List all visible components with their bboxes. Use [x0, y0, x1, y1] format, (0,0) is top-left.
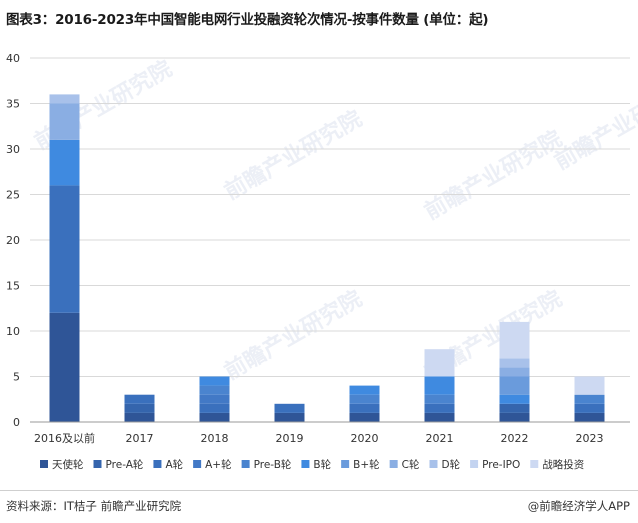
legend-swatch — [341, 460, 350, 468]
source-note: 资料来源：IT桔子 前瞻产业研究院 — [6, 499, 182, 513]
bar-segment — [424, 403, 455, 413]
legend-label: A+轮 — [205, 458, 232, 471]
bar-segment — [49, 312, 80, 422]
watermark-text: 前瞻产业研究院 — [220, 286, 366, 386]
y-tick-label: 40 — [6, 52, 20, 65]
x-tick-label: 2023 — [576, 432, 604, 445]
legend-swatch — [93, 460, 102, 468]
bar-segment — [574, 412, 605, 422]
watermark-text: 前瞻产业研究院 — [220, 106, 366, 206]
x-tick-label: 2019 — [276, 432, 304, 445]
bar-segment — [499, 367, 530, 377]
bar-segment — [199, 385, 230, 395]
y-tick-label: 0 — [13, 416, 20, 429]
y-tick-label: 35 — [6, 98, 20, 111]
y-tick-label: 15 — [6, 280, 20, 293]
bar-segment — [349, 385, 380, 395]
bar-segment — [199, 394, 230, 404]
chart-title: 图表3：2016-2023年中国智能电网行业投融资轮次情况-按事件数量 (单位：… — [6, 12, 489, 28]
bar-segment — [424, 412, 455, 422]
bar-segment — [124, 412, 155, 422]
bar-segment — [499, 358, 530, 368]
legend: 天使轮 Pre-A轮 A轮 A+轮 Pre-B轮 B轮 B+轮 C轮 D轮 Pre-IPO 战略投资 — [40, 458, 584, 471]
bar-segment — [49, 94, 80, 104]
x-tick-label: 2021 — [426, 432, 454, 445]
bar-segment — [49, 185, 80, 313]
watermark-text: 前瞻产业研究院 — [420, 126, 566, 226]
watermark-text: 前瞻产业研究院 — [550, 76, 638, 176]
bar-segment — [124, 394, 155, 404]
bar-segment — [49, 139, 80, 186]
x-tick-label: 2017 — [126, 432, 154, 445]
legend-label: B轮 — [313, 458, 331, 471]
legend-label: C轮 — [402, 458, 420, 471]
bar-segment — [574, 394, 605, 404]
legend-swatch — [530, 460, 539, 468]
x-axis-ticks: 2016及以前 2017 2018 2019 2020 2021 2022 2023 — [34, 431, 604, 445]
x-tick-label: 2016及以前 — [34, 431, 95, 445]
legend-label: D轮 — [442, 458, 461, 471]
bar-segment — [424, 394, 455, 404]
legend-label: B+轮 — [353, 458, 380, 471]
x-tick-label: 2022 — [501, 432, 529, 445]
legend-swatch — [241, 460, 250, 468]
bar-segment — [349, 412, 380, 422]
legend-label: 天使轮 — [52, 458, 84, 471]
legend-label: Pre-B轮 — [254, 458, 292, 471]
bar-segment — [499, 321, 530, 359]
legend-swatch — [193, 460, 202, 468]
bar-segment — [274, 403, 305, 413]
bar-segment — [424, 376, 455, 395]
bar-segment — [499, 403, 530, 413]
legend-swatch — [40, 460, 48, 468]
bars — [49, 94, 605, 422]
bar-segment — [199, 412, 230, 422]
bar-segment — [574, 376, 605, 395]
legend-swatch — [389, 460, 398, 468]
x-tick-label: 2018 — [201, 432, 229, 445]
bar-segment — [49, 103, 80, 140]
legend-swatch — [470, 460, 479, 468]
gridlines — [30, 57, 630, 377]
bar-segment — [199, 376, 230, 386]
bar-segment — [349, 403, 380, 413]
bar-segment — [274, 412, 305, 422]
bar-segment — [499, 394, 530, 404]
y-tick-label: 20 — [6, 234, 20, 247]
legend-label: Pre-IPO — [482, 459, 520, 471]
y-axis-ticks: 0 5 10 15 20 25 30 35 40 — [6, 52, 20, 429]
y-tick-label: 10 — [6, 325, 20, 338]
legend-label: Pre-A轮 — [106, 458, 144, 471]
footer-divider — [0, 490, 638, 491]
legend-swatch — [301, 460, 310, 468]
bar-segment — [424, 349, 455, 377]
bar-segment — [499, 412, 530, 422]
legend-label: A轮 — [165, 458, 183, 471]
bar-segment — [199, 403, 230, 413]
legend-label: 战略投资 — [542, 458, 584, 471]
bar-segment — [124, 403, 155, 413]
bar-segment — [574, 403, 605, 413]
brand-credit: @前瞻经济学人APP — [527, 499, 630, 513]
y-tick-label: 5 — [13, 371, 20, 384]
legend-swatch — [429, 460, 438, 468]
bar-segment — [349, 394, 380, 404]
bar-segment — [499, 376, 530, 395]
x-tick-label: 2020 — [351, 432, 379, 445]
y-tick-label: 30 — [6, 143, 20, 156]
y-tick-label: 25 — [6, 189, 20, 202]
legend-swatch — [153, 460, 162, 468]
